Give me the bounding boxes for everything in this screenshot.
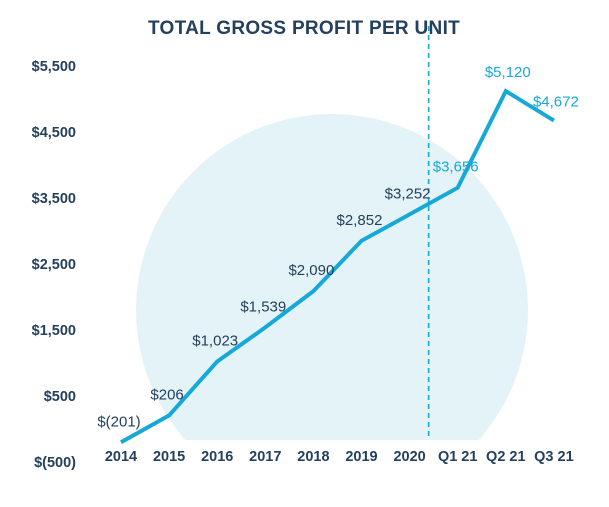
y-tick-label: $2,500 bbox=[32, 257, 76, 273]
x-tick-label: 2014 bbox=[105, 449, 137, 465]
x-tick-label: 2016 bbox=[201, 449, 233, 465]
x-tick-label: 2020 bbox=[393, 449, 425, 465]
data-label: $3,656 bbox=[433, 159, 479, 176]
data-label: $1,539 bbox=[240, 298, 286, 315]
series-line bbox=[120, 88, 555, 445]
data-label: $1,023 bbox=[192, 332, 238, 349]
y-tick-label: $5,500 bbox=[32, 59, 76, 75]
data-labels: $(201) $206 $1,023$1,539 $2,090 $2,852$3,252… bbox=[97, 64, 579, 430]
x-tick-label: 2017 bbox=[249, 449, 281, 465]
y-tick-label: $1,500 bbox=[32, 323, 76, 339]
data-label: $5,120 bbox=[485, 64, 531, 81]
y-tick-label: $4,500 bbox=[32, 125, 76, 141]
data-label: $2,852 bbox=[337, 212, 383, 229]
background-circle bbox=[136, 114, 528, 440]
data-label: $4,672 bbox=[533, 94, 579, 111]
y-axis: $5,500 $4,500 $3,500 $2,500 $1,500 $500 $(500) bbox=[32, 59, 77, 471]
data-label: $(201) bbox=[97, 413, 140, 430]
chart-title: TOTAL GROSS PROFIT PER UNIT bbox=[148, 18, 460, 39]
x-axis: 2014 2015 2016 2017 2018 2019 2020 Q1 21 Q2 21 Q3… bbox=[105, 449, 574, 465]
x-tick-label: 2019 bbox=[345, 449, 377, 465]
x-tick-label: Q3 21 bbox=[534, 449, 574, 465]
data-label: $2,090 bbox=[288, 262, 334, 279]
x-tick-label: Q2 21 bbox=[486, 449, 526, 465]
x-tick-label: Q1 21 bbox=[438, 449, 478, 465]
y-tick-label: $500 bbox=[44, 389, 76, 405]
y-tick-label: $3,500 bbox=[32, 191, 76, 207]
y-tick-label: $(500) bbox=[34, 455, 76, 471]
data-label: $3,252 bbox=[385, 185, 431, 202]
x-tick-label: 2015 bbox=[153, 449, 185, 465]
data-label: $206 bbox=[150, 386, 183, 403]
x-tick-label: 2018 bbox=[297, 449, 329, 465]
